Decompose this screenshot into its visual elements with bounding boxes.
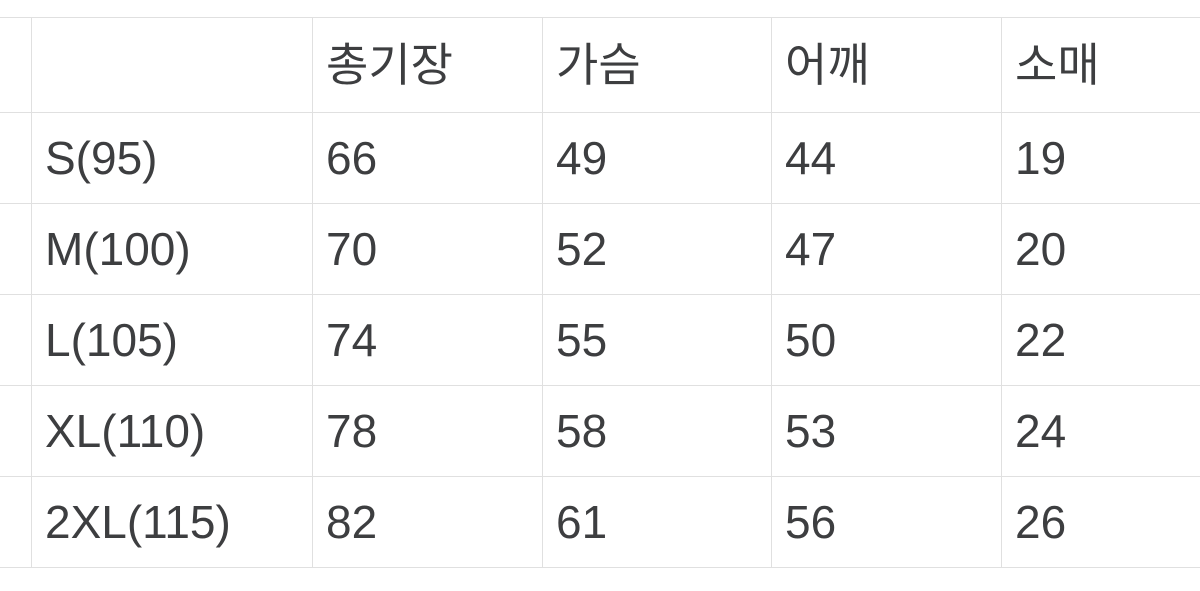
row-label-2xl: 2XL(115) <box>32 477 313 568</box>
cropped-edge-cell <box>0 204 32 295</box>
cropped-edge-cell <box>0 113 32 204</box>
value-2xl-chest: 61 <box>543 477 772 568</box>
value-m-shoulder: 47 <box>772 204 1002 295</box>
row-label-xl: XL(110) <box>32 386 313 477</box>
col-header-total-length: 총기장 <box>313 18 543 113</box>
col-header-shoulder: 어깨 <box>772 18 1002 113</box>
value-s-chest: 49 <box>543 113 772 204</box>
value-xl-shoulder: 53 <box>772 386 1002 477</box>
size-chart-table: 총기장 가슴 어깨 소매 S(95) 66 49 44 19 M(100) 70… <box>0 17 1200 568</box>
cropped-edge-cell <box>0 295 32 386</box>
value-2xl-shoulder: 56 <box>772 477 1002 568</box>
row-label-s: S(95) <box>32 113 313 204</box>
row-label-l: L(105) <box>32 295 313 386</box>
value-2xl-sleeve: 26 <box>1002 477 1200 568</box>
cropped-edge-cell <box>0 477 32 568</box>
cropped-edge-cell <box>0 18 32 113</box>
value-s-shoulder: 44 <box>772 113 1002 204</box>
value-2xl-total-length: 82 <box>313 477 543 568</box>
col-header-size-blank <box>32 18 313 113</box>
value-l-total-length: 74 <box>313 295 543 386</box>
col-header-chest: 가슴 <box>543 18 772 113</box>
col-header-sleeve: 소매 <box>1002 18 1200 113</box>
value-xl-chest: 58 <box>543 386 772 477</box>
value-xl-total-length: 78 <box>313 386 543 477</box>
row-label-m: M(100) <box>32 204 313 295</box>
value-m-chest: 52 <box>543 204 772 295</box>
value-m-sleeve: 20 <box>1002 204 1200 295</box>
value-l-shoulder: 50 <box>772 295 1002 386</box>
value-l-chest: 55 <box>543 295 772 386</box>
value-xl-sleeve: 24 <box>1002 386 1200 477</box>
value-m-total-length: 70 <box>313 204 543 295</box>
value-s-total-length: 66 <box>313 113 543 204</box>
value-l-sleeve: 22 <box>1002 295 1200 386</box>
value-s-sleeve: 19 <box>1002 113 1200 204</box>
cropped-edge-cell <box>0 386 32 477</box>
